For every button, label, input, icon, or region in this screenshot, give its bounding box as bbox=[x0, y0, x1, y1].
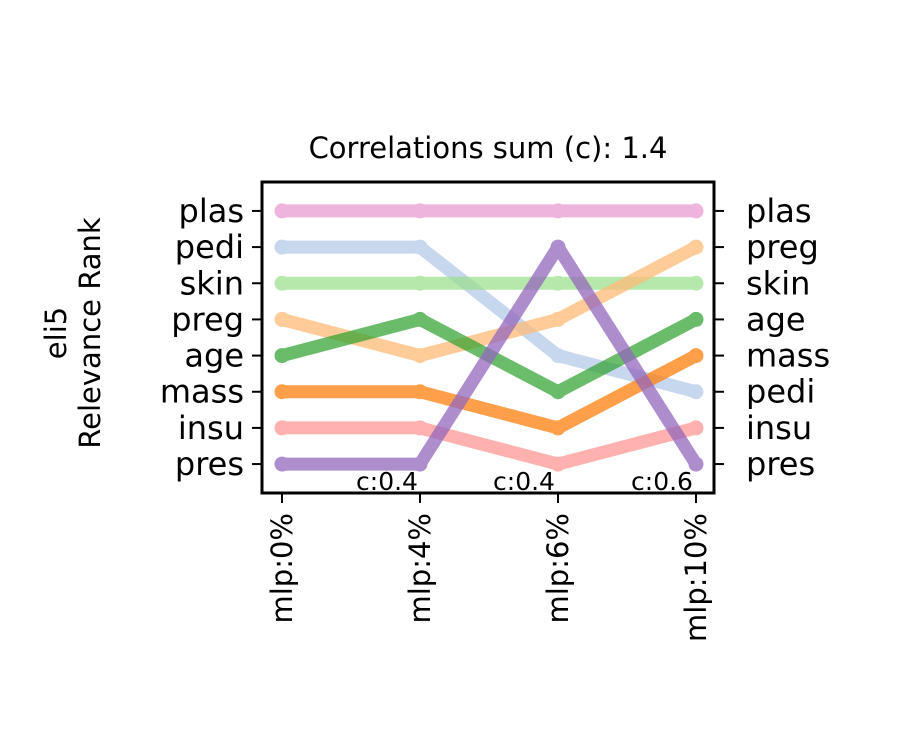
x-tick-label: mlp:4% bbox=[403, 513, 437, 624]
point-pres-1 bbox=[412, 456, 428, 472]
point-mass-2 bbox=[550, 420, 566, 436]
right-tick-label: pedi bbox=[746, 373, 815, 411]
series-line-pedi bbox=[282, 240, 698, 399]
annotation-1: c:0.4 bbox=[356, 467, 418, 496]
left-tick-label: plas bbox=[179, 192, 244, 230]
series-line-insu bbox=[282, 421, 698, 471]
x-tick-label: mlp:6% bbox=[541, 513, 575, 624]
point-skin-0 bbox=[274, 275, 290, 291]
y-axis-title: eli5 Relevance Rank bbox=[39, 217, 107, 449]
series-pres bbox=[274, 239, 704, 472]
point-pedi-2 bbox=[550, 348, 566, 364]
point-pres-0 bbox=[274, 456, 290, 472]
y-axis-title-line-1: eli5 bbox=[39, 307, 73, 359]
point-skin-1 bbox=[412, 275, 428, 291]
point-insu-3 bbox=[688, 420, 704, 436]
chart-title: Correlations sum (c): 1.4 bbox=[309, 131, 668, 165]
right-tick-label: age bbox=[746, 300, 806, 338]
series-line-pres bbox=[282, 240, 702, 471]
plot-frame bbox=[260, 180, 716, 495]
point-insu-1 bbox=[412, 420, 428, 436]
point-pedi-0 bbox=[274, 239, 290, 255]
left-tick-label: skin bbox=[180, 264, 244, 302]
point-preg-2 bbox=[550, 311, 566, 327]
point-preg-0 bbox=[274, 311, 290, 327]
right-tick-label: insu bbox=[746, 409, 812, 447]
point-age-0 bbox=[274, 348, 290, 364]
left-tick-label: age bbox=[184, 337, 244, 375]
left-tick-label: insu bbox=[178, 409, 244, 447]
right-tick-label: skin bbox=[746, 264, 810, 302]
point-age-2 bbox=[550, 384, 566, 400]
point-plas-3 bbox=[688, 203, 704, 219]
point-mass-3 bbox=[688, 348, 704, 364]
point-pedi-3 bbox=[688, 384, 704, 400]
series-pedi bbox=[274, 239, 704, 400]
point-pres-2 bbox=[550, 239, 566, 255]
point-plas-0 bbox=[274, 203, 290, 219]
series-mass bbox=[274, 348, 704, 436]
point-mass-0 bbox=[274, 384, 290, 400]
right-tick-label: plas bbox=[746, 192, 811, 230]
point-mass-1 bbox=[412, 384, 428, 400]
point-preg-3 bbox=[688, 239, 704, 255]
right-tick-label: preg bbox=[746, 228, 819, 266]
point-pedi-1 bbox=[412, 239, 428, 255]
y-axis-title-line-2: Relevance Rank bbox=[73, 217, 107, 449]
right-tick-label: mass bbox=[746, 337, 830, 375]
left-tick-label: pedi bbox=[175, 228, 244, 266]
point-age-3 bbox=[688, 311, 704, 327]
annotation-3: c:0.6 bbox=[631, 467, 693, 496]
series-line-mass bbox=[282, 349, 700, 435]
series-layer bbox=[274, 203, 704, 472]
x-ticks: mlp:0% mlp:4% mlp:6% mlp:10% bbox=[265, 493, 713, 642]
point-age-1 bbox=[412, 311, 428, 327]
point-skin-3 bbox=[688, 275, 704, 291]
point-plas-1 bbox=[412, 203, 428, 219]
annotation-2: c:0.4 bbox=[493, 467, 555, 496]
point-skin-2 bbox=[550, 275, 566, 291]
point-plas-2 bbox=[550, 203, 566, 219]
series-insu bbox=[274, 420, 704, 472]
point-preg-1 bbox=[412, 348, 428, 364]
left-tick-label: preg bbox=[171, 300, 244, 338]
x-tick-label: mlp:0% bbox=[265, 513, 299, 624]
point-insu-2 bbox=[550, 456, 566, 472]
left-tick-label: mass bbox=[160, 373, 244, 411]
point-pres-3 bbox=[688, 456, 704, 472]
series-plas bbox=[274, 203, 704, 219]
point-insu-0 bbox=[274, 420, 290, 436]
right-tick-label: pres bbox=[746, 445, 815, 483]
x-tick-label: mlp:10% bbox=[679, 513, 713, 642]
left-tick-label: pres bbox=[175, 445, 244, 483]
